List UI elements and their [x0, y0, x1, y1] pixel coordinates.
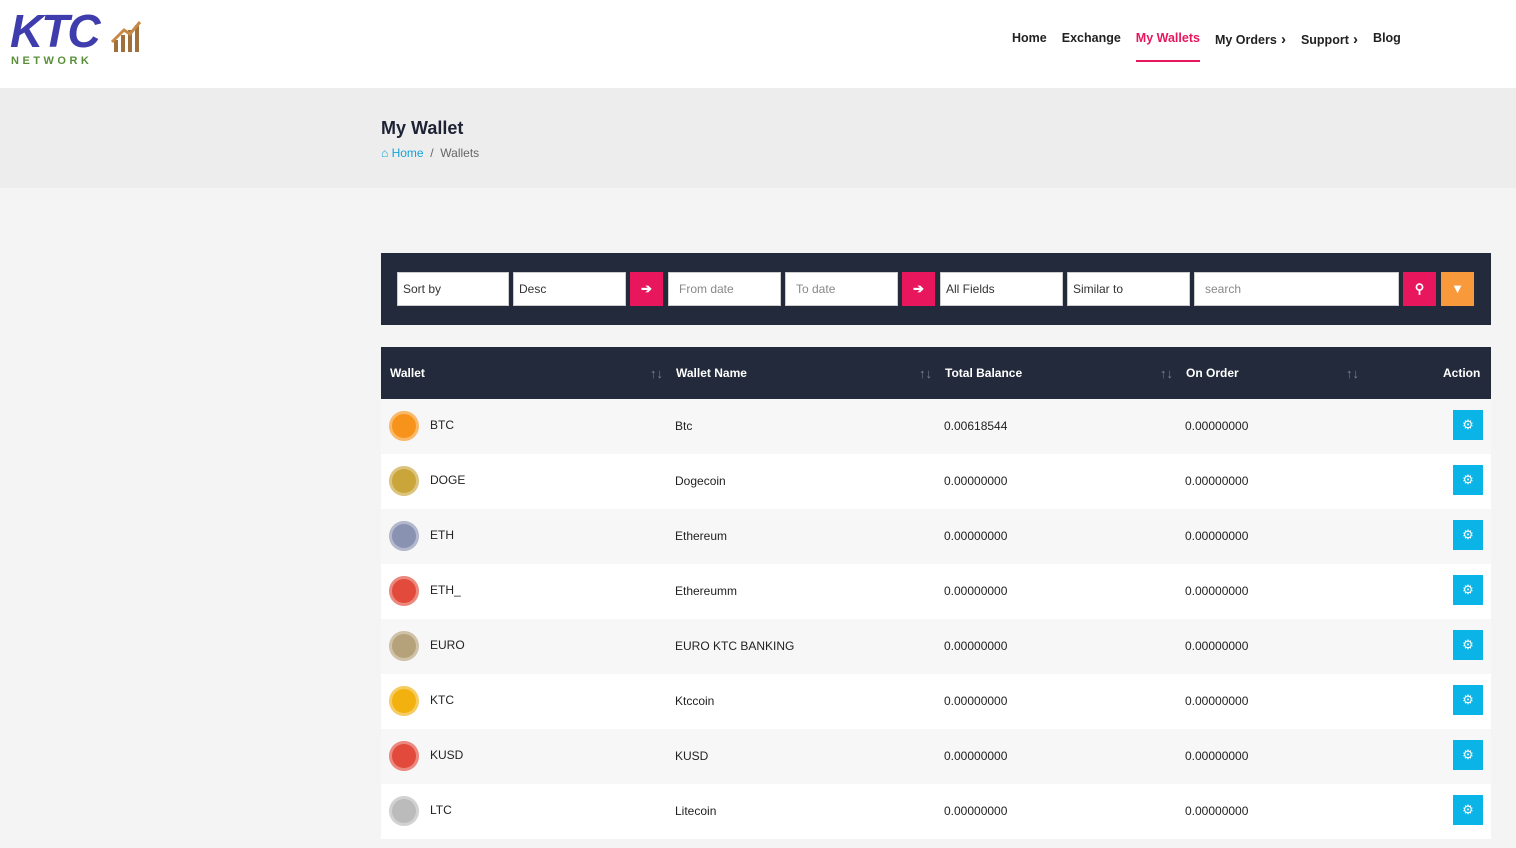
coin-icon [389, 411, 419, 441]
table-row: BTC Btc 0.00618544 0.00000000 ⚙ [381, 399, 1491, 454]
table-cell: 0.00000000 [1185, 419, 1249, 433]
table-cell: EURO KTC BANKING [675, 639, 795, 653]
table-cell: Ktccoin [675, 694, 715, 708]
coin-icon [389, 741, 419, 771]
filter-input[interactable]: Desc [513, 272, 626, 306]
coin-icon [389, 631, 419, 661]
table-cell: 0.00000000 [944, 694, 1008, 708]
table-row: ETH Ethereum 0.00000000 0.00000000 ⚙ [381, 509, 1491, 564]
action-button[interactable]: ⚙ [1453, 740, 1483, 770]
table-cell: 0.00000000 [944, 749, 1008, 763]
table-row: KTC Ktccoin 0.00000000 0.00000000 ⚙ [381, 674, 1491, 729]
table-row: DOGE Dogecoin 0.00000000 0.00000000 ⚙ [381, 454, 1491, 509]
table-cell: Btc [675, 419, 693, 433]
nav-link[interactable]: Blog [1373, 31, 1401, 45]
column-header[interactable]: On Order [1186, 366, 1239, 380]
table-cell: KTC [430, 693, 454, 707]
breadcrumb: ⌂ Home / Wallets [381, 146, 480, 160]
filter-button[interactable]: ▼ [1441, 272, 1474, 306]
sort-icon[interactable]: ↑↓ [1346, 366, 1359, 381]
action-button[interactable]: ⚙ [1453, 795, 1483, 825]
sort-icon[interactable]: ↑↓ [919, 366, 932, 381]
action-button[interactable]: ⚙ [1453, 685, 1483, 715]
table-cell: ETH [430, 528, 454, 542]
breadcrumb-link[interactable]: Home [391, 146, 424, 160]
title-band [0, 88, 1516, 188]
filter-input[interactable]: All Fields [940, 272, 1063, 306]
nav: Home Exchange My Wallets My Orders Support Bl… [1012, 31, 1401, 62]
action-button[interactable]: ⚙ [1453, 575, 1483, 605]
table-cell: 0.00000000 [944, 529, 1008, 543]
column-header[interactable]: Wallet Name [676, 366, 747, 380]
table-cell: KUSD [675, 749, 709, 763]
sort-icon[interactable]: ↑↓ [650, 366, 663, 381]
action-button[interactable]: ⚙ [1453, 520, 1483, 550]
table-row: EURO EURO KTC BANKING 0.00000000 0.00000000… [381, 619, 1491, 674]
filter-button[interactable]: ⚲ [1403, 272, 1436, 306]
table-row: KUSD KUSD 0.00000000 0.00000000 ⚙ [381, 729, 1491, 784]
table-cell: Litecoin [675, 804, 717, 818]
table-cell: LTC [430, 803, 452, 817]
filter-input[interactable]: search [1194, 272, 1399, 306]
column-header[interactable]: Action [1443, 366, 1481, 380]
table-cell: 0.00000000 [1185, 584, 1249, 598]
table-cell: 0.00000000 [1185, 694, 1249, 708]
filter-input[interactable]: Sort by [397, 272, 509, 306]
table-cell: 0.00000000 [944, 474, 1008, 488]
nav-link[interactable]: Home [1012, 31, 1047, 45]
action-button[interactable]: ⚙ [1453, 465, 1483, 495]
filter-input[interactable]: From date [668, 272, 781, 306]
filter-button[interactable]: ➔ [630, 272, 663, 306]
table-cell: 0.00000000 [1185, 474, 1249, 488]
table-cell: 0.00000000 [944, 639, 1008, 653]
table-cell: 0.00618544 [944, 419, 1008, 433]
filter-input[interactable]: Similar to [1067, 272, 1190, 306]
nav-link[interactable]: My Wallets [1135, 31, 1201, 62]
table-cell: KUSD [430, 748, 464, 762]
nav-link[interactable]: Exchange [1061, 31, 1121, 45]
coin-icon [389, 686, 419, 716]
nav-link[interactable]: My Orders [1215, 31, 1286, 48]
table-cell: 0.00000000 [1185, 804, 1249, 818]
logo-subtitle: NETWORK [11, 55, 93, 67]
coin-icon [389, 466, 419, 496]
coin-icon [389, 796, 419, 826]
table-cell: Ethereumm [675, 584, 738, 598]
filter-input[interactable]: To date [785, 272, 898, 306]
table-cell: 0.00000000 [1185, 639, 1249, 653]
table-row: LTC Litecoin 0.00000000 0.00000000 ⚙ [381, 784, 1491, 839]
table-cell: BTC [430, 418, 454, 432]
table-cell: 0.00000000 [1185, 529, 1249, 543]
table-header: Wallet Wallet Name Total Balance On Order Ac… [381, 347, 1491, 399]
coin-icon [389, 521, 419, 551]
column-header[interactable]: Total Balance [945, 366, 1023, 380]
filter-button[interactable]: ➔ [902, 272, 935, 306]
table-cell: 0.00000000 [944, 584, 1008, 598]
page-title: My Wallet [381, 118, 464, 138]
table-row: ETH_ Ethereumm 0.00000000 0.00000000 ⚙ [381, 564, 1491, 619]
sort-icon[interactable]: ↑↓ [1160, 366, 1173, 381]
coin-icon [389, 576, 419, 606]
table-cell: 0.00000000 [944, 804, 1008, 818]
column-header[interactable]: Wallet [390, 366, 425, 380]
breadcrumb-home[interactable]: ⌂ Home [381, 146, 424, 160]
breadcrumb-current: Wallets [440, 146, 480, 160]
table-cell: DOGE [430, 473, 466, 487]
table-cell: 0.00000000 [1185, 749, 1249, 763]
logo[interactable]: KTC [10, 5, 101, 57]
table-cell: Ethereum [675, 529, 728, 543]
action-button[interactable]: ⚙ [1453, 410, 1483, 440]
logo-icon [110, 21, 142, 52]
nav-link[interactable]: Support [1301, 31, 1358, 48]
action-button[interactable]: ⚙ [1453, 630, 1483, 660]
table-cell: EURO [430, 638, 465, 652]
table-cell: ETH_ [430, 583, 461, 597]
table-cell: Dogecoin [675, 474, 726, 488]
